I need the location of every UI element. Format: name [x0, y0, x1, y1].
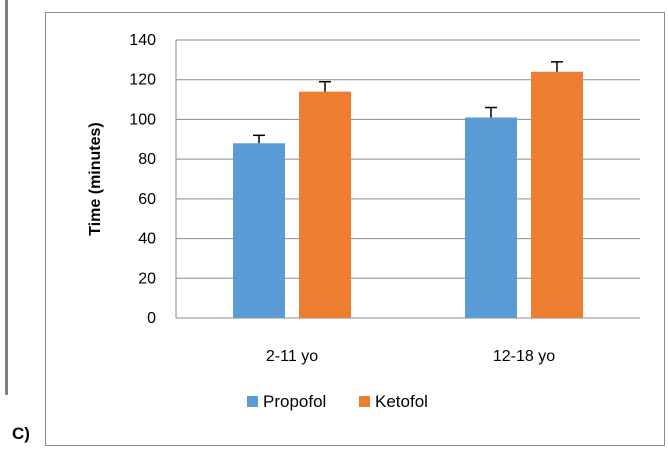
y-tick-label: 0 [147, 310, 156, 327]
y-tick-label: 20 [138, 270, 156, 287]
y-tick-label: 40 [138, 231, 156, 248]
legend-label-ketofol: Ketofol [375, 392, 428, 411]
x-tick-label: 12-18 yo [493, 348, 555, 365]
panel-label: C) [12, 424, 30, 443]
legend-swatch-ketofol [359, 396, 370, 407]
y-axis-label: Time (minutes) [87, 122, 104, 236]
x-tick-label: 2-11 yo [266, 348, 318, 365]
legend-swatch-propofol [247, 396, 258, 407]
bar-ketofol [531, 71, 583, 319]
legend-label-propofol: Propofol [263, 392, 326, 411]
bar-ketofol [299, 91, 351, 318]
y-tick-label: 80 [138, 151, 156, 168]
bar-propofol [233, 143, 285, 318]
y-tick-label: 100 [129, 111, 156, 128]
y-tick-label: 120 [129, 72, 156, 89]
bar-propofol [465, 117, 517, 318]
left-border [5, 0, 8, 395]
y-tick-label: 140 [129, 32, 156, 49]
y-tick-label: 60 [138, 191, 156, 208]
